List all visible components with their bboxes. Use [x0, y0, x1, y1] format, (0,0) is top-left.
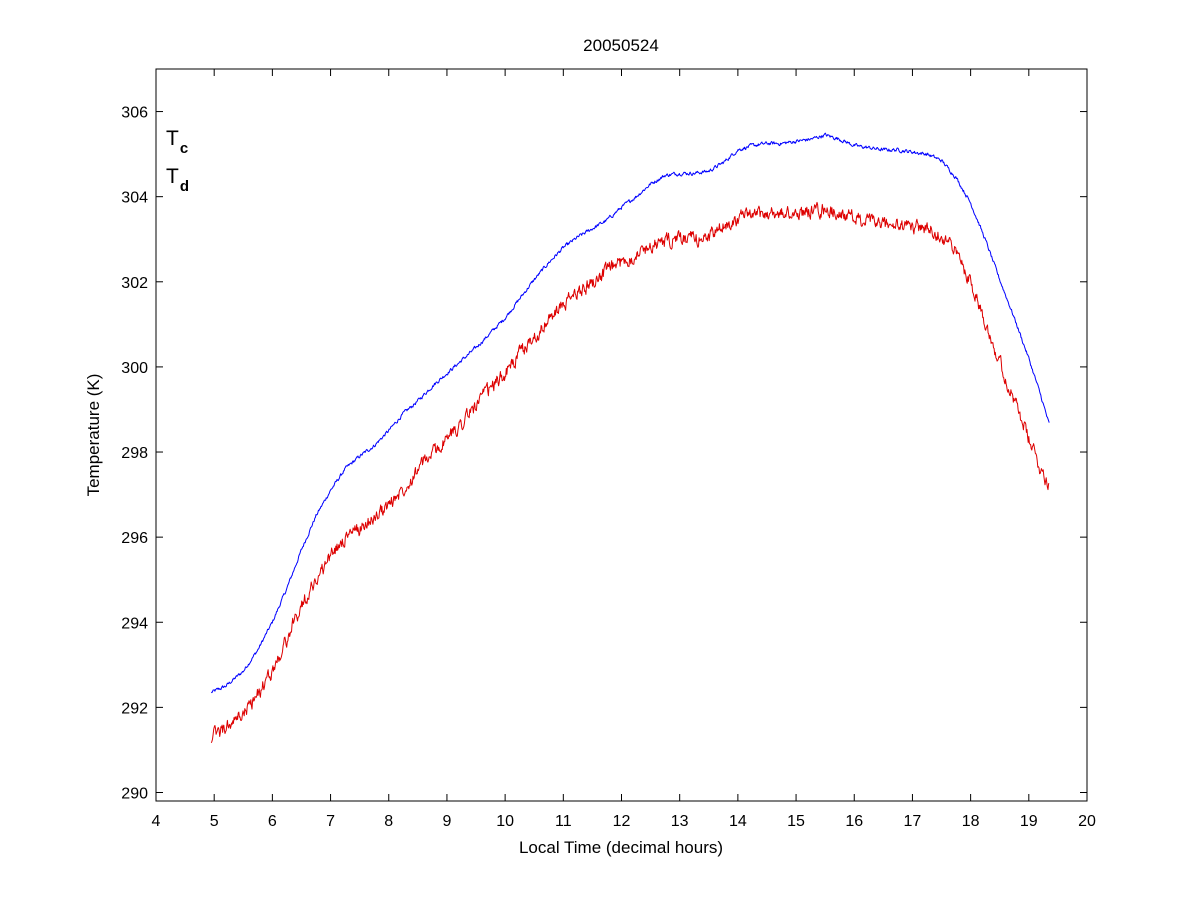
- y-tick-label: 298: [121, 445, 148, 462]
- x-tick-label: 16: [845, 813, 863, 830]
- x-tick-label: 11: [555, 813, 572, 830]
- x-tick-label: 14: [729, 813, 747, 830]
- x-tick-label: 18: [962, 813, 980, 830]
- x-tick-label: 5: [210, 813, 219, 830]
- x-tick-label: 13: [671, 813, 689, 830]
- legend-sub-text: c: [180, 140, 188, 157]
- y-tick-label: 300: [121, 360, 148, 377]
- y-tick-label: 294: [121, 615, 148, 632]
- y-axis-label: Temperature (K): [84, 374, 103, 497]
- chart-title: 20050524: [583, 36, 659, 55]
- x-tick-label: 6: [268, 813, 277, 830]
- series-line-Tc: [210, 132, 1050, 694]
- plot-area: [155, 68, 1088, 802]
- x-tick-label: 15: [787, 813, 805, 830]
- x-tick-label: 12: [613, 813, 631, 830]
- legend-entry-Tc: Tc: [166, 127, 188, 157]
- x-tick-label: 8: [384, 813, 393, 830]
- y-tick-label: 296: [121, 530, 148, 547]
- x-tick-label: 9: [442, 813, 451, 830]
- x-tick-label: 7: [326, 813, 335, 830]
- legend-sub-text: d: [180, 178, 189, 195]
- y-tick-label: 302: [121, 275, 148, 292]
- x-axis: 4 5 6 7 8 9 10 11 12 13 14 15 16 17 18 19 20: [152, 69, 1096, 830]
- y-tick-label: 306: [121, 105, 148, 122]
- y-tick-label: 292: [121, 700, 148, 717]
- series-layer: [210, 132, 1050, 743]
- legend-main-text: T: [166, 127, 179, 150]
- x-tick-label: 10: [496, 813, 514, 830]
- x-tick-label: 20: [1078, 813, 1096, 830]
- y-tick-label: 304: [121, 190, 148, 207]
- legend-entry-Td: Td: [166, 165, 189, 195]
- x-tick-label: 19: [1020, 813, 1038, 830]
- x-tick-label: 17: [904, 813, 922, 830]
- x-axis-label: Local Time (decimal hours): [519, 838, 723, 857]
- y-tick-label: 290: [121, 785, 148, 802]
- y-axis: 290 292 294 296 298 300 302 304 306: [121, 105, 1087, 802]
- x-tick-label: 4: [152, 813, 161, 830]
- series-line-Td: [210, 201, 1050, 743]
- legend-main-text: T: [166, 165, 179, 188]
